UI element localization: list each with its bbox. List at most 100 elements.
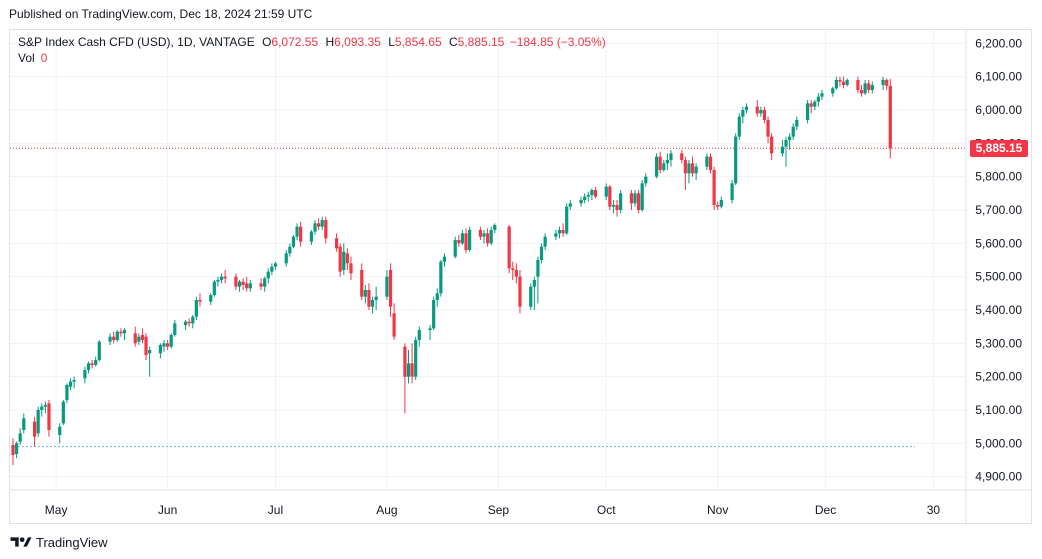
candle-down xyxy=(388,263,393,317)
candle-body xyxy=(791,126,795,137)
candle-down xyxy=(334,233,339,252)
candle-up xyxy=(417,326,421,347)
candle-up xyxy=(212,280,216,297)
candle-body xyxy=(61,401,65,424)
grid-lines xyxy=(10,30,1031,523)
candle-body xyxy=(148,350,152,354)
candle-body xyxy=(223,276,227,279)
candle-down xyxy=(755,100,759,117)
candle-up xyxy=(43,401,47,414)
candle-body xyxy=(317,223,321,227)
price-tick-label: 5,300.00 xyxy=(975,336,1022,350)
candle-body xyxy=(669,153,673,160)
candle-up xyxy=(435,288,439,307)
symbol-label: S&P Index Cash CFD (USD), 1D, VANTAGE xyxy=(18,35,255,49)
price-tick-label: 6,100.00 xyxy=(975,70,1022,84)
candle-up xyxy=(248,280,252,292)
candle-up xyxy=(453,236,457,259)
candle-up xyxy=(94,356,98,367)
candle-up xyxy=(820,90,824,100)
candle-body xyxy=(259,283,263,287)
time-tick-label: Dec xyxy=(815,503,836,517)
candle-body xyxy=(654,156,659,177)
candle-up xyxy=(40,403,44,417)
candle-body xyxy=(18,433,22,442)
candle-up xyxy=(148,346,152,377)
candle-up xyxy=(428,325,432,340)
price-tick-label: 5,500.00 xyxy=(975,270,1022,284)
candle-up xyxy=(115,330,119,342)
time-axis: May Jun Jul Aug Sep Oct Nov Dec 30 xyxy=(45,503,941,517)
candle-body xyxy=(342,251,346,270)
candle-body xyxy=(460,233,465,244)
candle-up xyxy=(529,283,533,310)
candle-body xyxy=(744,106,749,110)
candle-up xyxy=(644,173,648,187)
candle-down xyxy=(658,151,662,174)
candle-body xyxy=(370,300,375,307)
candle-body xyxy=(805,103,810,120)
candle-body xyxy=(14,443,19,454)
candle-up xyxy=(489,226,493,245)
candle-body xyxy=(766,120,770,137)
candle-up xyxy=(834,76,838,90)
candle-body xyxy=(295,226,299,237)
candle-body xyxy=(856,80,860,90)
candle-up xyxy=(741,106,745,124)
candle-body xyxy=(334,238,339,249)
candle-body xyxy=(338,246,342,272)
candle-down xyxy=(716,201,720,210)
candle-body xyxy=(658,156,662,170)
candle-body xyxy=(705,156,709,167)
candle-up xyxy=(705,153,709,170)
candle-down xyxy=(119,328,123,337)
candle-up xyxy=(543,233,547,250)
candle-down xyxy=(514,263,518,284)
candle-body xyxy=(716,205,720,207)
time-tick-label: Jul xyxy=(268,503,283,517)
chart-legend: S&P Index Cash CFD (USD), 1D, VANTAGE O6… xyxy=(18,34,606,50)
candle-up xyxy=(619,190,623,214)
candle-up xyxy=(273,261,278,270)
time-tick-label: Nov xyxy=(707,503,728,517)
chart-frame[interactable] xyxy=(9,29,1032,524)
candle-up xyxy=(14,441,19,459)
candle-up xyxy=(385,270,389,300)
candle-body xyxy=(363,290,367,297)
candle-body xyxy=(194,300,198,317)
candle-up xyxy=(162,340,166,352)
time-tick-label: Jun xyxy=(158,503,177,517)
candle-body xyxy=(813,101,817,107)
candle-body xyxy=(539,246,544,260)
candle-down xyxy=(299,221,303,247)
price-tick-label: 5,400.00 xyxy=(975,303,1022,317)
candle-body xyxy=(489,230,493,244)
candle-body xyxy=(665,160,669,164)
candle-up xyxy=(482,230,486,244)
candle-up xyxy=(65,383,69,404)
time-tick-label: May xyxy=(45,503,68,517)
candle-up xyxy=(209,293,213,305)
candle-down xyxy=(762,106,767,124)
candle-up xyxy=(583,193,587,204)
candle-body xyxy=(881,80,885,85)
candle-body xyxy=(734,136,738,184)
candle-up xyxy=(72,376,76,389)
candle-up xyxy=(640,180,644,212)
candle-up xyxy=(460,230,465,245)
candle-up xyxy=(295,223,299,240)
candle-up xyxy=(288,243,292,257)
candle-body xyxy=(47,403,51,430)
candle-body xyxy=(885,80,889,86)
candle-body xyxy=(417,330,421,340)
candle-body xyxy=(561,230,565,234)
candle-down xyxy=(856,76,860,94)
candle-body xyxy=(608,186,612,207)
candle-body xyxy=(137,336,141,342)
candle-up xyxy=(734,133,738,185)
candle-body xyxy=(166,343,170,347)
candle-body xyxy=(795,120,799,127)
candle-body xyxy=(324,220,328,239)
candle-up xyxy=(730,180,734,204)
